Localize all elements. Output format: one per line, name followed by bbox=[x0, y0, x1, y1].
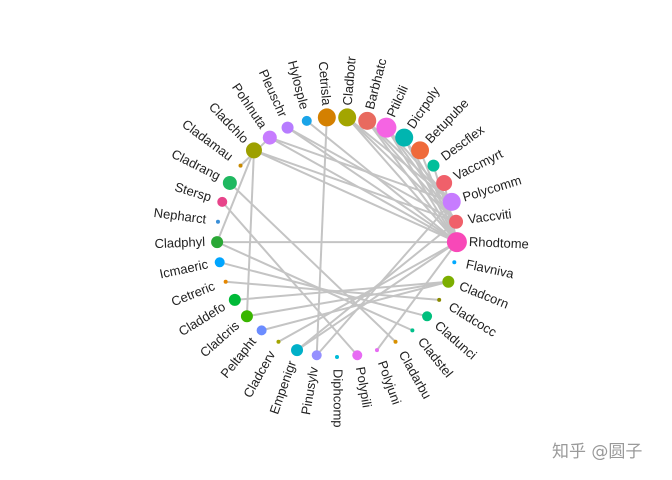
node bbox=[449, 214, 464, 229]
node-label: Ptilcili bbox=[384, 83, 411, 120]
edge bbox=[277, 241, 458, 343]
node-label: Icmaeric bbox=[158, 256, 210, 281]
node bbox=[215, 219, 220, 224]
node bbox=[352, 350, 363, 361]
node-label: Cladphyl bbox=[154, 234, 205, 251]
node bbox=[240, 310, 253, 323]
node-label: Polycomm bbox=[461, 172, 523, 204]
edge bbox=[253, 149, 458, 244]
edge bbox=[221, 201, 359, 356]
node bbox=[262, 130, 277, 145]
node bbox=[301, 115, 312, 126]
node bbox=[411, 141, 430, 160]
node-label: Hylosple bbox=[285, 59, 312, 111]
node bbox=[393, 339, 398, 344]
edge bbox=[269, 136, 453, 203]
node bbox=[338, 108, 357, 127]
node bbox=[281, 121, 294, 134]
node bbox=[317, 108, 336, 127]
node-label: Cetrisla bbox=[316, 61, 335, 107]
edge bbox=[376, 241, 458, 351]
edge bbox=[261, 280, 449, 332]
node bbox=[335, 355, 339, 359]
edge bbox=[306, 120, 458, 243]
edge bbox=[346, 116, 458, 243]
edge bbox=[385, 127, 458, 243]
node bbox=[374, 348, 379, 353]
node bbox=[436, 174, 453, 191]
node-label: Vaccviti bbox=[467, 206, 512, 226]
node-label: Nepharct bbox=[153, 205, 208, 227]
node bbox=[228, 293, 241, 306]
edge bbox=[246, 280, 449, 318]
node bbox=[395, 128, 414, 147]
node bbox=[427, 159, 440, 172]
node bbox=[222, 175, 237, 190]
edge bbox=[216, 149, 255, 243]
edge bbox=[296, 241, 458, 351]
node bbox=[245, 142, 262, 159]
node-label: Polyjuni bbox=[375, 359, 404, 407]
node bbox=[358, 111, 377, 130]
edge bbox=[269, 136, 458, 243]
edge bbox=[346, 116, 453, 203]
edge bbox=[366, 120, 458, 243]
node bbox=[422, 311, 433, 322]
node bbox=[291, 344, 304, 357]
node-label: Diphcomp bbox=[331, 369, 346, 428]
node bbox=[437, 297, 442, 302]
node-label: Rhodtome bbox=[469, 234, 530, 252]
node bbox=[238, 163, 243, 168]
node bbox=[223, 279, 228, 284]
edge bbox=[229, 182, 397, 343]
node bbox=[446, 232, 467, 253]
edge bbox=[287, 126, 458, 243]
node bbox=[311, 350, 322, 361]
node bbox=[452, 260, 457, 265]
node bbox=[442, 192, 461, 211]
edge bbox=[315, 201, 453, 356]
node bbox=[442, 275, 455, 288]
node bbox=[376, 117, 397, 138]
node-label: Pinusylv bbox=[298, 365, 321, 416]
node-label: Polypili bbox=[353, 366, 375, 409]
node bbox=[256, 325, 267, 336]
node-label: Cladbotr bbox=[340, 55, 359, 106]
node bbox=[214, 257, 225, 268]
node bbox=[410, 328, 415, 333]
node-label: Barbhatc bbox=[362, 56, 390, 111]
edge bbox=[443, 182, 458, 243]
node bbox=[217, 196, 228, 207]
node-label: Flavniva bbox=[465, 256, 516, 281]
edge bbox=[219, 261, 428, 318]
node bbox=[211, 236, 224, 249]
node bbox=[276, 339, 281, 344]
watermark: 知乎 @圆子 bbox=[552, 442, 642, 462]
node-label: Stersp bbox=[173, 179, 213, 204]
edge bbox=[287, 126, 457, 223]
